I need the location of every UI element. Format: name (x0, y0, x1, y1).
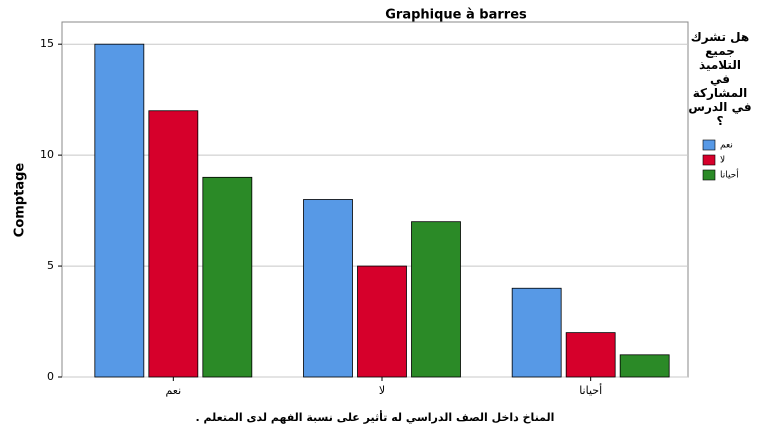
bar (565, 332, 616, 378)
legend-swatch (702, 154, 716, 166)
bar (148, 110, 199, 378)
y-tick-label: 10 (40, 148, 54, 161)
y-tick-label: 0 (47, 370, 54, 383)
chart-title: Graphique à barres (385, 8, 527, 23)
legend-label: أحيانا (720, 169, 739, 181)
bar (357, 265, 407, 378)
bar (202, 176, 253, 378)
bar (411, 221, 461, 378)
x-tick-label: أحيانا (579, 383, 602, 397)
legend-label: نعم (720, 141, 733, 151)
y-tick-label: 15 (40, 37, 54, 50)
legend-swatch (702, 169, 716, 181)
y-axis-label: Comptage (13, 163, 28, 238)
legend-label: لا (720, 156, 725, 166)
bar (303, 199, 353, 378)
legend-title: هل تشرك جميع التلاميذ في المشاركة في الد… (688, 30, 752, 128)
bar (619, 354, 670, 378)
x-tick-label: نعم (165, 384, 181, 397)
bar (94, 43, 145, 378)
x-tick-label: لا (379, 384, 385, 397)
legend-swatch (702, 139, 716, 151)
y-tick-label: 5 (47, 259, 54, 272)
bar (511, 287, 562, 378)
x-axis-label: المناخ داخل الصف الدراسي له تأثير على نس… (196, 410, 555, 424)
